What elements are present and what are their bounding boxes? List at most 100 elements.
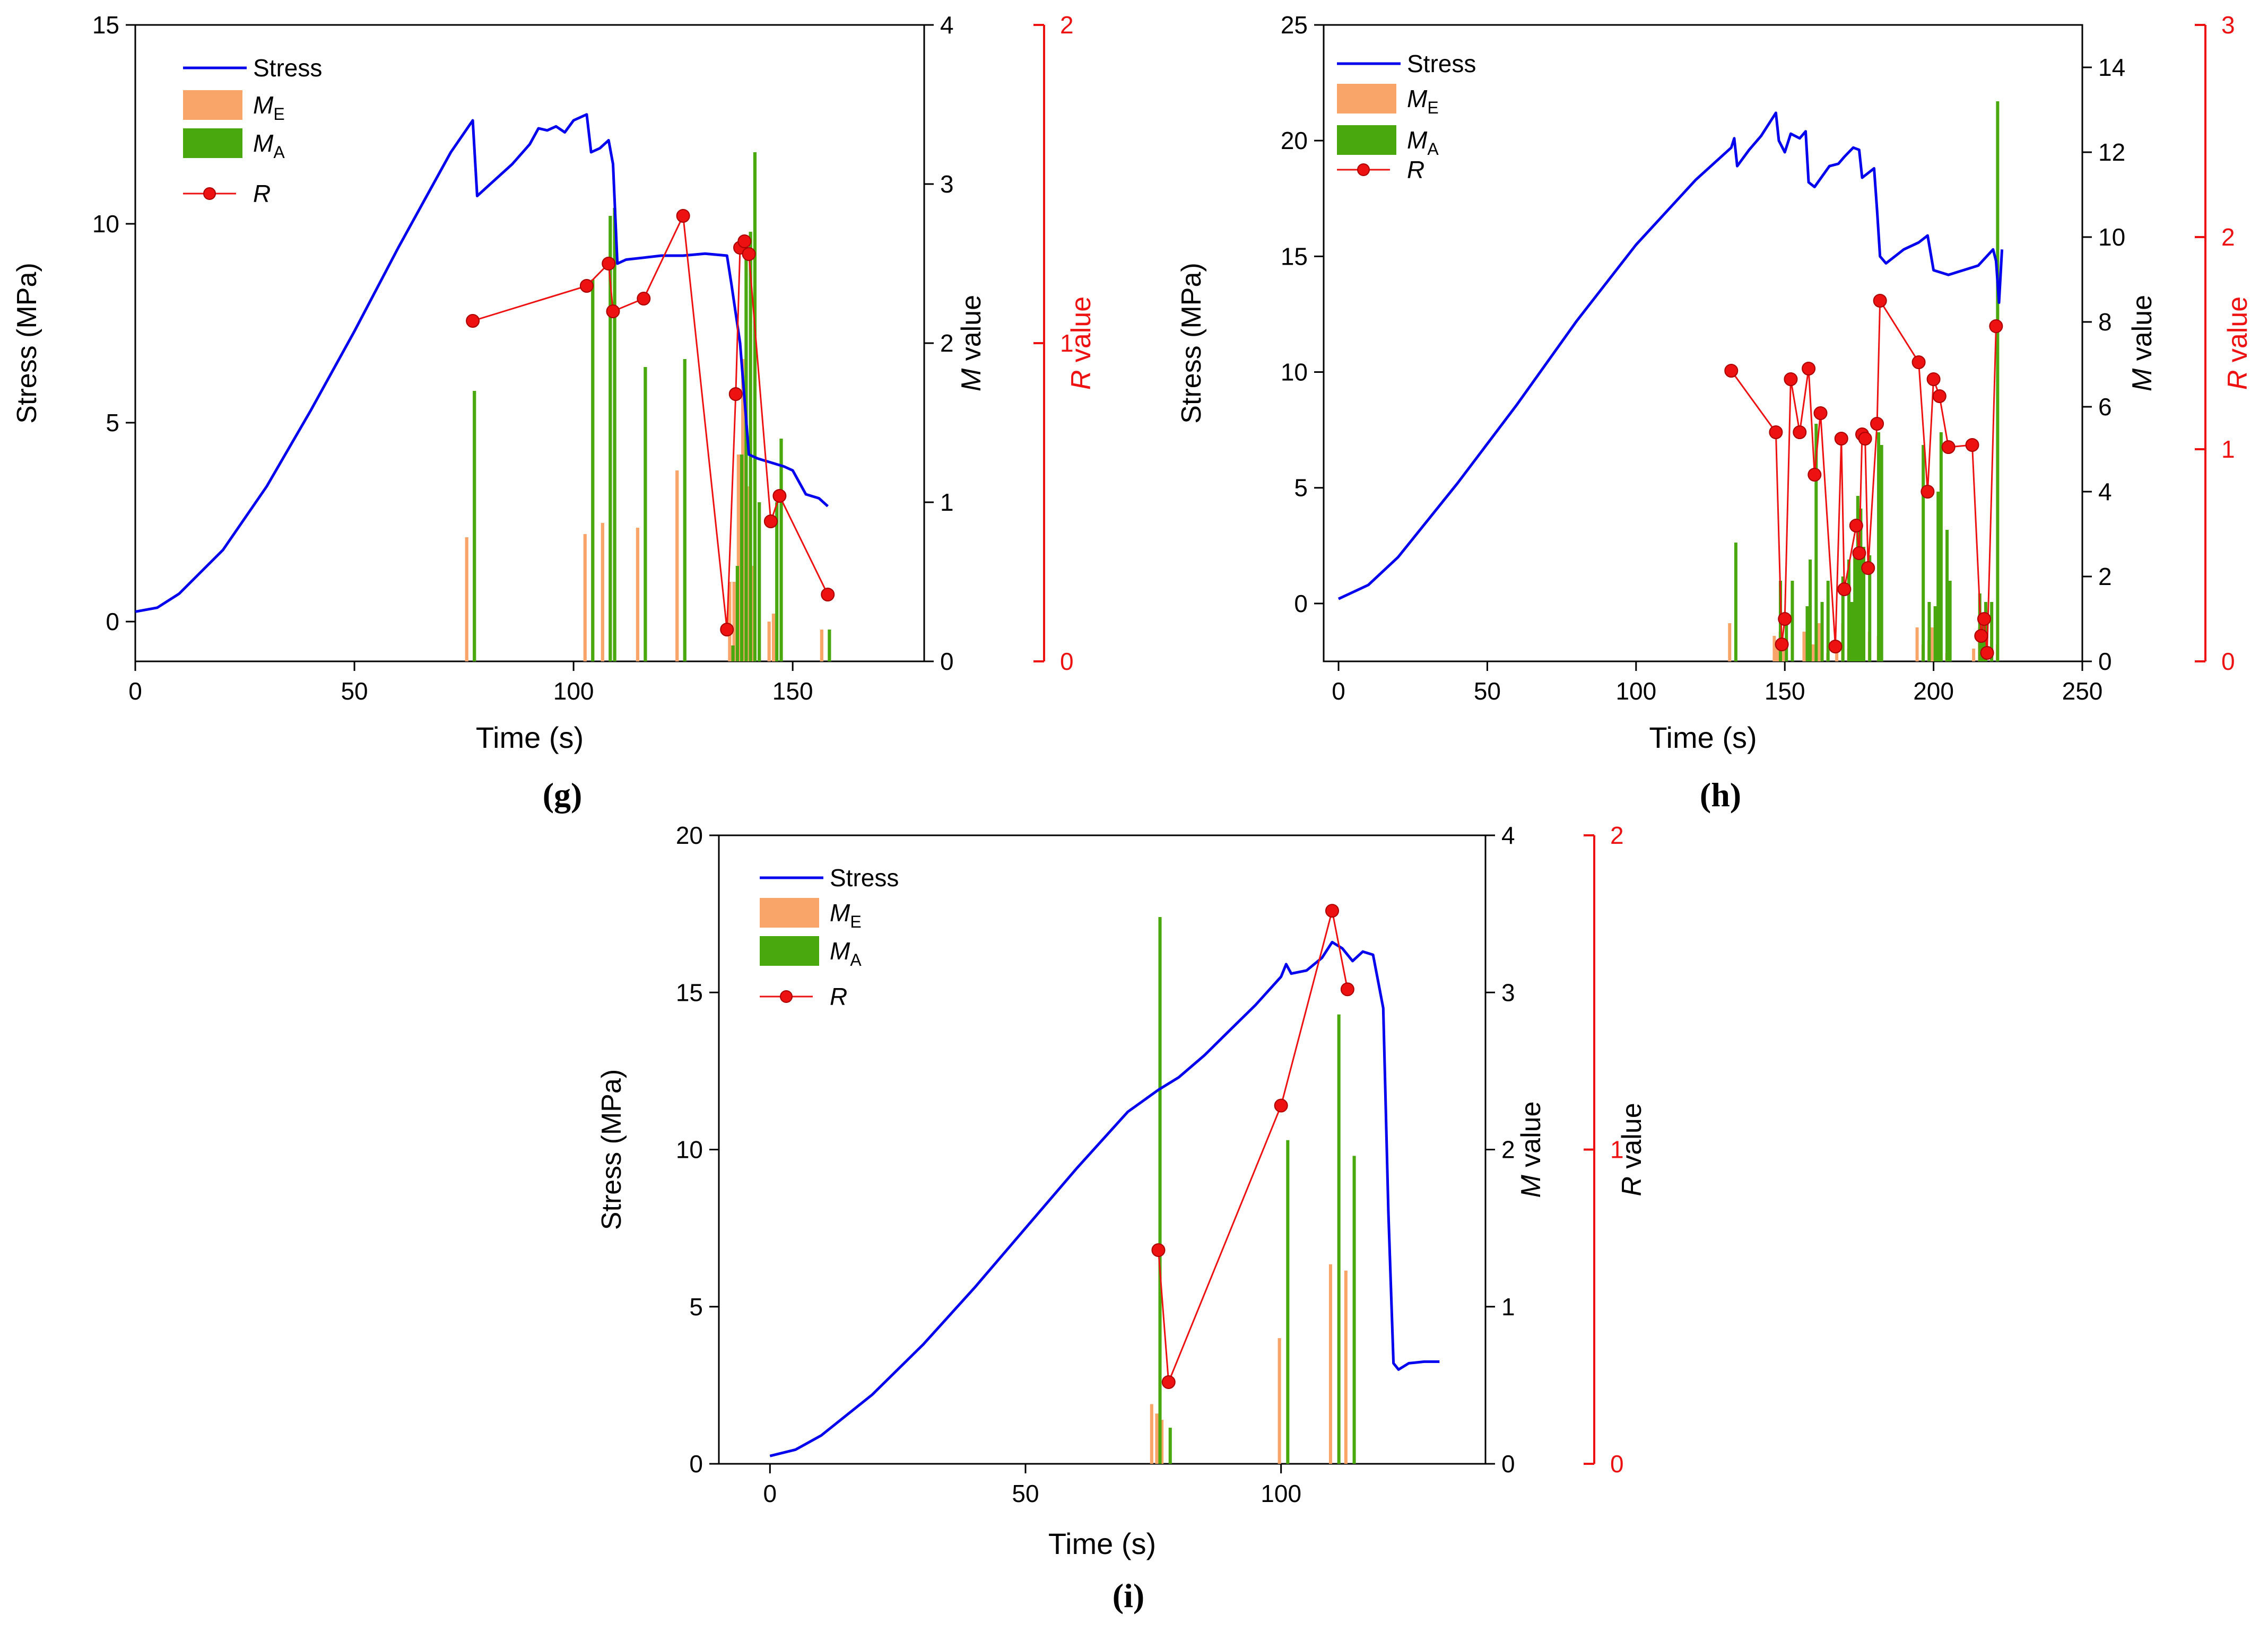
me-bar — [1972, 649, 1976, 661]
me-bar — [1728, 623, 1732, 661]
r-series-line — [472, 213, 829, 630]
m-y-tick-label: 3 — [940, 170, 954, 198]
r-point — [737, 234, 752, 248]
me-bar — [1811, 644, 1815, 661]
ma-bar — [1847, 560, 1850, 661]
r-axis-title-suffix: value — [1617, 1103, 1647, 1176]
ma-bar — [828, 630, 831, 661]
m-y-tick-label: 4 — [2098, 478, 2112, 505]
ma-bar — [1168, 1427, 1172, 1464]
m-y-tick-label: 1 — [940, 488, 954, 516]
panel-i: 0 50 100 0 5 10 15 20 0 1 2 3 4 0 1 2 Time (s) Stress (MP… — [596, 822, 1647, 1614]
legend-me-sub: E — [1427, 98, 1438, 117]
stress-y-tick-label: 15 — [676, 979, 703, 1006]
m-axis-title-symbol: M — [2127, 368, 2158, 391]
m-y-tick-label: 8 — [2098, 308, 2112, 336]
ma-bar — [609, 216, 612, 661]
legend-me-swatch — [1337, 84, 1396, 113]
ma-bar — [735, 566, 740, 661]
m-y-tick-label: 4 — [940, 11, 954, 39]
legend-ma-label: MA — [253, 129, 285, 162]
me-bar — [767, 622, 771, 661]
legend-me-main: M — [1407, 85, 1428, 112]
me-bar — [820, 630, 823, 661]
r-point — [1849, 519, 1863, 532]
m-axis-title: M value — [1516, 1101, 1546, 1198]
r-y-tick-label: 2 — [1610, 822, 1624, 849]
r-point — [1325, 904, 1339, 918]
m-y-tick-label: 2 — [1501, 1136, 1515, 1164]
m-y-tick-label: 2 — [2098, 563, 2112, 590]
ma-bar — [758, 502, 761, 661]
ma-bar — [744, 248, 748, 661]
m-y-tick-label: 3 — [1501, 979, 1515, 1006]
r-axis-title-suffix: value — [1066, 296, 1097, 370]
legend-ma-main: M — [1407, 126, 1428, 154]
stress-y-tick-label: 5 — [689, 1293, 703, 1321]
m-y-tick-label: 1 — [1501, 1293, 1515, 1321]
r-point — [1852, 546, 1866, 560]
ma-bar — [1927, 602, 1931, 661]
r-point — [1161, 1375, 1176, 1389]
legend-ma-swatch — [1337, 125, 1396, 155]
r-point — [1808, 468, 1822, 482]
ma-bar — [1853, 555, 1857, 661]
stress-axis-title: Stress (MPa) — [596, 1069, 627, 1230]
r-point — [1873, 294, 1887, 308]
ma-bar — [1859, 509, 1863, 661]
m-y-tick-label: 0 — [2098, 648, 2112, 675]
r-axis-title-symbol: R — [1066, 370, 1097, 390]
r-point — [1965, 438, 1979, 452]
x-tick-label: 200 — [1913, 677, 1954, 705]
ma-bar — [1862, 547, 1866, 661]
panel-label: (i) — [1113, 1577, 1144, 1614]
ma-bar — [1337, 1014, 1341, 1464]
r-point — [1926, 372, 1941, 386]
x-axis-title: Time (s) — [476, 721, 584, 754]
r-point — [763, 514, 778, 528]
r-point — [821, 588, 835, 601]
r-axis-title: R value — [1066, 296, 1097, 390]
legend-me-label: ME — [253, 91, 285, 124]
legend-me-swatch — [760, 898, 819, 928]
stress-axis-title: Stress (MPa) — [12, 263, 42, 423]
m-axis-title-symbol: M — [956, 368, 987, 391]
ma-bar — [731, 645, 735, 661]
me-bar — [675, 470, 679, 661]
x-tick-label: 100 — [553, 677, 594, 705]
r-point — [728, 387, 743, 401]
x-axis-title: Time (s) — [1048, 1527, 1156, 1560]
ma-bar — [1877, 432, 1881, 661]
me-bar — [465, 537, 468, 661]
r-point — [676, 209, 690, 223]
r-point — [606, 304, 620, 318]
r-point — [1861, 561, 1875, 575]
ma-bar — [1805, 606, 1809, 661]
me-bar — [1150, 1404, 1153, 1464]
r-axis-title-suffix: value — [2222, 296, 2253, 370]
legend-ma-swatch — [183, 128, 242, 158]
r-point — [1834, 432, 1848, 446]
ma-bar — [1814, 424, 1818, 661]
m-y-tick-label: 14 — [2098, 54, 2125, 81]
r-point — [1858, 432, 1872, 446]
ma-bar — [591, 280, 595, 661]
r-y-tick-label: 1 — [1060, 329, 1074, 357]
m-y-tick-label: 0 — [1501, 1450, 1515, 1478]
ma-bar — [1850, 602, 1854, 661]
r-point — [1837, 582, 1852, 596]
legend-me-label: ME — [1407, 85, 1439, 117]
m-axis-title-suffix: value — [1516, 1101, 1546, 1175]
r-y-tick-label: 0 — [1610, 1450, 1624, 1478]
r-y-tick-label: 2 — [2221, 223, 2235, 251]
stress-y-tick-label: 15 — [1281, 242, 1308, 270]
ma-bar — [1820, 602, 1824, 661]
legend-r-label: R — [830, 983, 847, 1010]
r-y-tick-label: 3 — [2221, 11, 2235, 39]
ma-bar — [1978, 593, 1982, 661]
stress-series-line — [769, 940, 1440, 1457]
legend-ma-sub: A — [850, 950, 862, 970]
r-point — [1769, 425, 1783, 439]
x-tick-label: 50 — [1474, 677, 1501, 705]
